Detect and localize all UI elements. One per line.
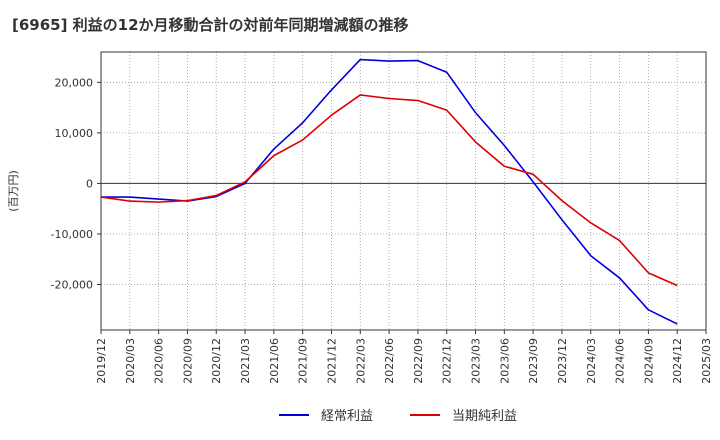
y-tick-label: 0 xyxy=(86,177,93,190)
x-tick-label: 2021/03 xyxy=(239,338,252,384)
x-tick-label: 2021/06 xyxy=(268,338,281,384)
plot-background xyxy=(101,52,706,330)
legend-label-1: 経常利益 xyxy=(321,409,373,424)
x-tick-label: 2023/09 xyxy=(527,338,540,384)
y-tick-label: -10,000 xyxy=(51,228,93,241)
y-axis-label: (百万円) xyxy=(7,170,20,212)
x-tick-label: 2019/12 xyxy=(95,338,108,384)
x-tick-label: 2025/03 xyxy=(700,338,713,384)
x-tick-label: 2024/09 xyxy=(642,338,655,384)
x-tick-label: 2024/06 xyxy=(614,338,627,384)
x-tick-label: 2021/09 xyxy=(297,338,310,384)
x-tick-label: 2024/03 xyxy=(585,338,598,384)
x-tick-label: 2023/03 xyxy=(470,338,483,384)
legend-label-2: 当期純利益 xyxy=(452,409,517,424)
x-tick-label: 2023/06 xyxy=(498,338,511,384)
x-tick-label: 2020/12 xyxy=(210,338,223,384)
y-axis: 20,000 10,000 0 -10,000 -20,000 xyxy=(51,76,101,292)
x-tick-label: 2023/12 xyxy=(556,338,569,384)
x-tick-label: 2024/12 xyxy=(671,338,684,384)
series-line-2 xyxy=(100,94,678,287)
x-tick-label: 2020/09 xyxy=(181,338,194,384)
series-lines xyxy=(100,58,678,325)
x-tick-label: 2020/03 xyxy=(124,338,137,384)
grid xyxy=(101,52,706,330)
x-axis: 2019/12 2020/03 2020/06 2020/09 2020/12 2021/… xyxy=(95,330,713,384)
y-tick-label: -20,000 xyxy=(51,279,93,292)
x-tick-label: 2022/12 xyxy=(441,338,454,384)
x-tick-label: 2022/09 xyxy=(412,338,425,384)
x-tick-label: 2022/03 xyxy=(354,338,367,384)
chart-title: [6965] 利益の12か月移動合計の対前年同期増減額の推移 xyxy=(12,16,409,34)
y-tick-label: 10,000 xyxy=(55,127,94,140)
x-tick-label: 2021/12 xyxy=(325,338,338,384)
x-tick-label: 2020/06 xyxy=(153,338,166,384)
x-tick-label: 2022/06 xyxy=(383,338,396,384)
legend: 経常利益 当期純利益 xyxy=(279,409,517,424)
y-tick-label: 20,000 xyxy=(55,76,94,89)
plot-frame xyxy=(100,51,707,331)
